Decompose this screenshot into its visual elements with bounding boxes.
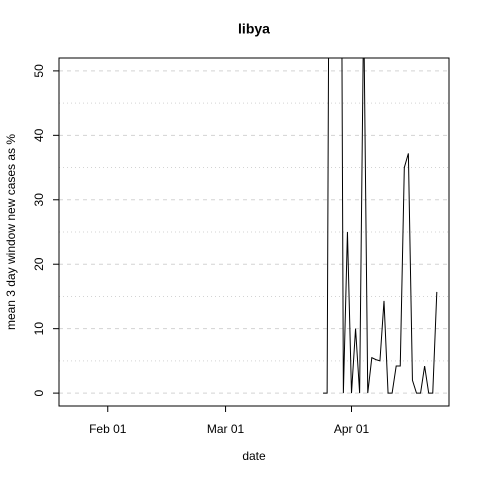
y-tick-label: 50 <box>32 64 46 78</box>
x-axis-label: date <box>242 449 266 463</box>
data-line <box>323 58 438 394</box>
chart-title: libya <box>238 21 270 37</box>
y-tick-label: 30 <box>32 193 46 207</box>
y-tick-label: 0 <box>32 389 46 396</box>
y-axis-label: mean 3 day window new cases as % <box>4 134 18 330</box>
y-tick-label: 40 <box>32 128 46 142</box>
y-tick-label: 10 <box>32 322 46 336</box>
y-tick-label: 20 <box>32 257 46 271</box>
x-tick-label: Mar 01 <box>207 422 245 436</box>
plot-frame <box>58 57 450 407</box>
x-tick-label: Apr 01 <box>334 422 370 436</box>
x-tick-label: Feb 01 <box>89 422 127 436</box>
